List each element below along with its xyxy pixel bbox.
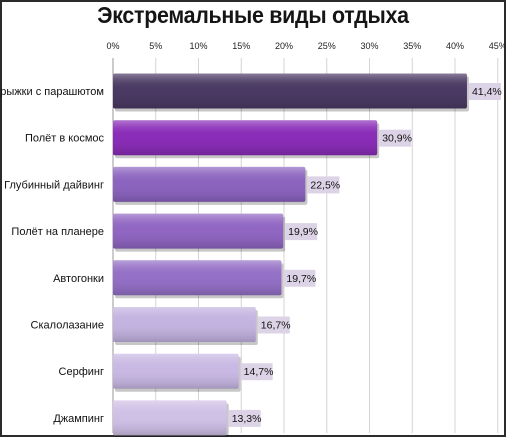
x-tick-label: 0% bbox=[106, 41, 119, 51]
x-tick-label: 20% bbox=[275, 41, 293, 51]
data-label: 14,7% bbox=[244, 366, 274, 378]
category-label: Джампинг bbox=[53, 413, 104, 425]
x-tick-label: 45% bbox=[489, 41, 506, 51]
data-label: 19,7% bbox=[286, 273, 316, 285]
data-label-box bbox=[228, 409, 261, 427]
data-label: 16,7% bbox=[261, 320, 291, 332]
bar-highlight bbox=[113, 213, 284, 249]
data-label-box bbox=[307, 176, 340, 194]
category-label: Скалолазание bbox=[31, 320, 104, 332]
category-label: Серфинг bbox=[59, 366, 104, 378]
bar-highlight bbox=[113, 166, 306, 202]
bar-highlight bbox=[113, 73, 467, 109]
bar-highlight bbox=[113, 120, 378, 156]
bar-highlight bbox=[113, 400, 227, 436]
bar-highlight bbox=[113, 260, 282, 296]
data-label-box bbox=[257, 316, 290, 334]
bar-highlight bbox=[113, 307, 256, 342]
x-tick-label: 30% bbox=[360, 41, 378, 51]
data-label-box bbox=[285, 223, 318, 241]
data-label-box bbox=[379, 129, 412, 147]
data-label: 13,3% bbox=[232, 413, 262, 425]
category-label: Глубинный дайвинг bbox=[4, 179, 104, 191]
category-label: Прыжки с парашютом bbox=[0, 86, 104, 98]
x-tick-label: 35% bbox=[403, 41, 421, 51]
category-label: Полёт на планере bbox=[11, 226, 104, 238]
x-tick-label: 5% bbox=[149, 41, 162, 51]
data-label: 30,9% bbox=[382, 133, 412, 145]
data-label: 19,9% bbox=[288, 226, 318, 238]
data-label-box bbox=[283, 269, 316, 287]
data-label: 41,4% bbox=[472, 86, 502, 98]
category-label: Полёт в космос bbox=[25, 133, 105, 145]
data-label-box bbox=[240, 363, 273, 381]
bar-highlight bbox=[113, 353, 239, 389]
x-tick-label: 40% bbox=[446, 41, 464, 51]
data-label-box bbox=[468, 83, 501, 100]
x-tick-label: 10% bbox=[189, 41, 207, 51]
x-tick-label: 15% bbox=[232, 41, 250, 51]
category-label: Автогонки bbox=[53, 273, 104, 285]
data-label: 22,5% bbox=[310, 179, 340, 191]
x-tick-label: 25% bbox=[318, 41, 336, 51]
chart-title: Экстремальные виды отдыха bbox=[97, 2, 409, 28]
